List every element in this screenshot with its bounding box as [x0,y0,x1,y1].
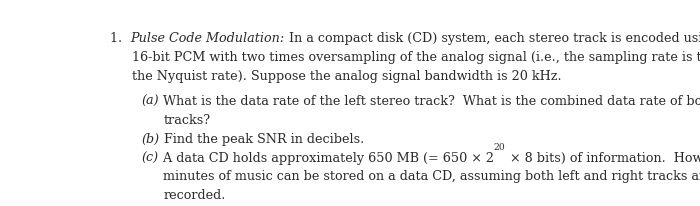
Text: 16-bit PCM with two times oversampling of the analog signal (i.e., the sampling : 16-bit PCM with two times oversampling o… [132,51,700,63]
Text: What is the data rate of the left stereo track?  What is the combined data rate : What is the data rate of the left stereo… [160,95,700,108]
Text: 20: 20 [494,142,505,151]
Text: Pulse Code Modulation:: Pulse Code Modulation: [130,32,284,45]
Text: recorded.: recorded. [163,188,226,201]
Text: the Nyquist rate). Suppose the analog signal bandwidth is 20 kHz.: the Nyquist rate). Suppose the analog si… [132,69,561,82]
Text: minutes of music can be stored on a data CD, assuming both left and right tracks: minutes of music can be stored on a data… [163,170,700,183]
Text: Find the peak SNR in decibels.: Find the peak SNR in decibels. [160,132,364,145]
Text: (b): (b) [141,132,160,145]
Text: In a compact disk (CD) system, each stereo track is encoded using: In a compact disk (CD) system, each ster… [284,32,700,45]
Text: (a): (a) [141,95,160,108]
Text: A data CD holds approximately 650 MB (= 650 × 2: A data CD holds approximately 650 MB (= … [159,151,494,164]
Text: 1.: 1. [111,32,130,45]
Text: tracks?: tracks? [163,113,211,126]
Text: (c): (c) [141,151,159,164]
Text: × 8 bits) of information.  How many: × 8 bits) of information. How many [505,151,700,164]
